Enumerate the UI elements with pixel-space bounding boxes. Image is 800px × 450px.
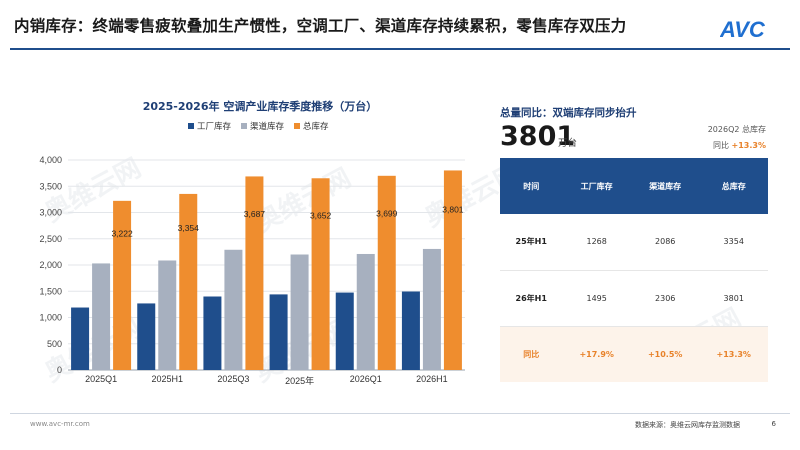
total-inventory-unit: 万台: [558, 138, 578, 149]
chart-title: 2025-2026年 空调产业库存季度推移（万台）: [142, 100, 378, 113]
table-row-yoy: 同比 +17.9% +10.5% +13.3%: [500, 326, 768, 382]
table-header-cell: 时间: [500, 158, 563, 214]
table-cell: 2086: [630, 214, 700, 271]
table-cell: +10.5%: [630, 326, 700, 382]
slide-title: 内销库存：终端零售疲软叠加生产惯性，空调工厂、渠道库存持续累积，零售库存双压力: [14, 17, 627, 35]
bar-factory: [71, 307, 90, 370]
table-cell: +17.9%: [562, 326, 631, 382]
data-label: 3,354: [178, 223, 200, 233]
table-row: 26年H1 1495 2306 3801: [500, 270, 768, 327]
table-cell: 同比: [500, 326, 563, 382]
x-tick-label: 2025Q1: [85, 374, 117, 384]
table-header-cell: 渠道库存: [630, 158, 700, 214]
y-tick-label: 0: [57, 365, 62, 375]
table-row: 25年H1 1268 2086 3354: [500, 214, 768, 271]
y-tick-label: 2,000: [39, 260, 62, 270]
table-cell: 3354: [699, 214, 768, 271]
page-number: 6: [771, 420, 776, 428]
x-tick-label: 2026H1: [416, 374, 448, 384]
data-label: 3,801: [442, 204, 464, 214]
bar-total: [377, 175, 396, 370]
bar-channel: [158, 260, 177, 370]
avc-logo: AVC: [720, 17, 766, 42]
x-tick-label: 2025Q3: [217, 374, 249, 384]
bar-factory: [137, 303, 156, 370]
chart-legend: 工厂库存 渠道库存 总库存: [188, 120, 329, 132]
table-cell: 1268: [562, 214, 631, 271]
x-tick-label: 2026Q1: [350, 374, 382, 384]
y-tick-label: 4,000: [39, 155, 62, 165]
table-cell: 25年H1: [500, 214, 563, 271]
total-inventory-value: 3801: [500, 121, 576, 152]
legend-item-total: 总库存: [294, 120, 329, 132]
legend-item-factory: 工厂库存: [188, 120, 231, 132]
bar-total: [245, 176, 264, 370]
legend-label-total: 总库存: [303, 122, 329, 132]
table-cell: 1495: [562, 270, 631, 327]
data-label: 3,652: [310, 211, 332, 221]
legend-swatch-total: [294, 123, 301, 129]
y-tick-label: 2,500: [39, 234, 62, 244]
data-source-note: 数据来源：奥维云网库存监测数据: [635, 421, 740, 429]
bar-channel: [356, 253, 375, 370]
yoy-caption-label: 同比: [712, 141, 729, 150]
table-cell: 3801: [699, 270, 768, 327]
table-header-cell: 总库存: [699, 158, 768, 214]
inventory-table: 时间 工厂库存 渠道库存 总库存 25年H1 1268 2086 3354 26…: [500, 158, 768, 382]
yoy-caption-value: +13.3%: [731, 141, 766, 150]
bar-channel: [92, 263, 111, 370]
table-cell: +13.3%: [699, 326, 768, 382]
bar-factory: [203, 296, 222, 370]
legend-label-channel: 渠道库存: [250, 122, 285, 132]
title-divider: [10, 48, 790, 50]
legend-label-factory: 工厂库存: [197, 122, 232, 132]
footer-url: www.avc-mr.com: [30, 420, 90, 428]
bar-total: [113, 200, 132, 370]
y-tick-label: 3,500: [39, 181, 62, 191]
legend-swatch-factory: [188, 123, 194, 129]
summary-title: 总量同比：双端库存同步抬升: [500, 107, 637, 119]
bar-factory: [269, 294, 288, 370]
table-cell: 26年H1: [500, 270, 563, 327]
bar-total: [311, 178, 330, 370]
data-label: 3,699: [376, 209, 398, 219]
x-tick-label: 2025H1: [151, 374, 183, 384]
data-label: 3,222: [111, 228, 133, 238]
y-tick-label: 3,000: [39, 208, 62, 218]
legend-item-channel: 渠道库存: [241, 120, 284, 132]
bar-total: [443, 170, 462, 370]
yoy-caption: 同比 +13.3%: [713, 140, 766, 151]
period-label: 2026Q2 总库存: [707, 125, 766, 134]
bar-channel: [422, 248, 441, 370]
table-cell: 2306: [630, 270, 700, 327]
footer-divider: [10, 413, 790, 414]
y-tick-label: 1,000: [39, 313, 62, 323]
data-label: 3,687: [244, 209, 266, 219]
legend-swatch-channel: [241, 123, 248, 129]
logo-text: AVC: [720, 17, 766, 42]
y-tick-label: 1,500: [39, 286, 62, 296]
table-header-row: 时间 工厂库存 渠道库存 总库存: [500, 158, 768, 214]
table-header-cell: 工厂库存: [562, 158, 631, 214]
bar-factory: [401, 291, 420, 370]
inventory-bar-chart: 0 500 1,000 1,500 2,000 2,500 3,000 3,500 4,000 3…: [39, 155, 465, 386]
bar-channel: [224, 249, 243, 370]
bar-total: [179, 193, 198, 370]
x-tick-label: 2025年: [285, 375, 314, 386]
y-tick-label: 500: [47, 339, 62, 349]
bar-channel: [290, 254, 309, 370]
bar-factory: [335, 292, 354, 370]
